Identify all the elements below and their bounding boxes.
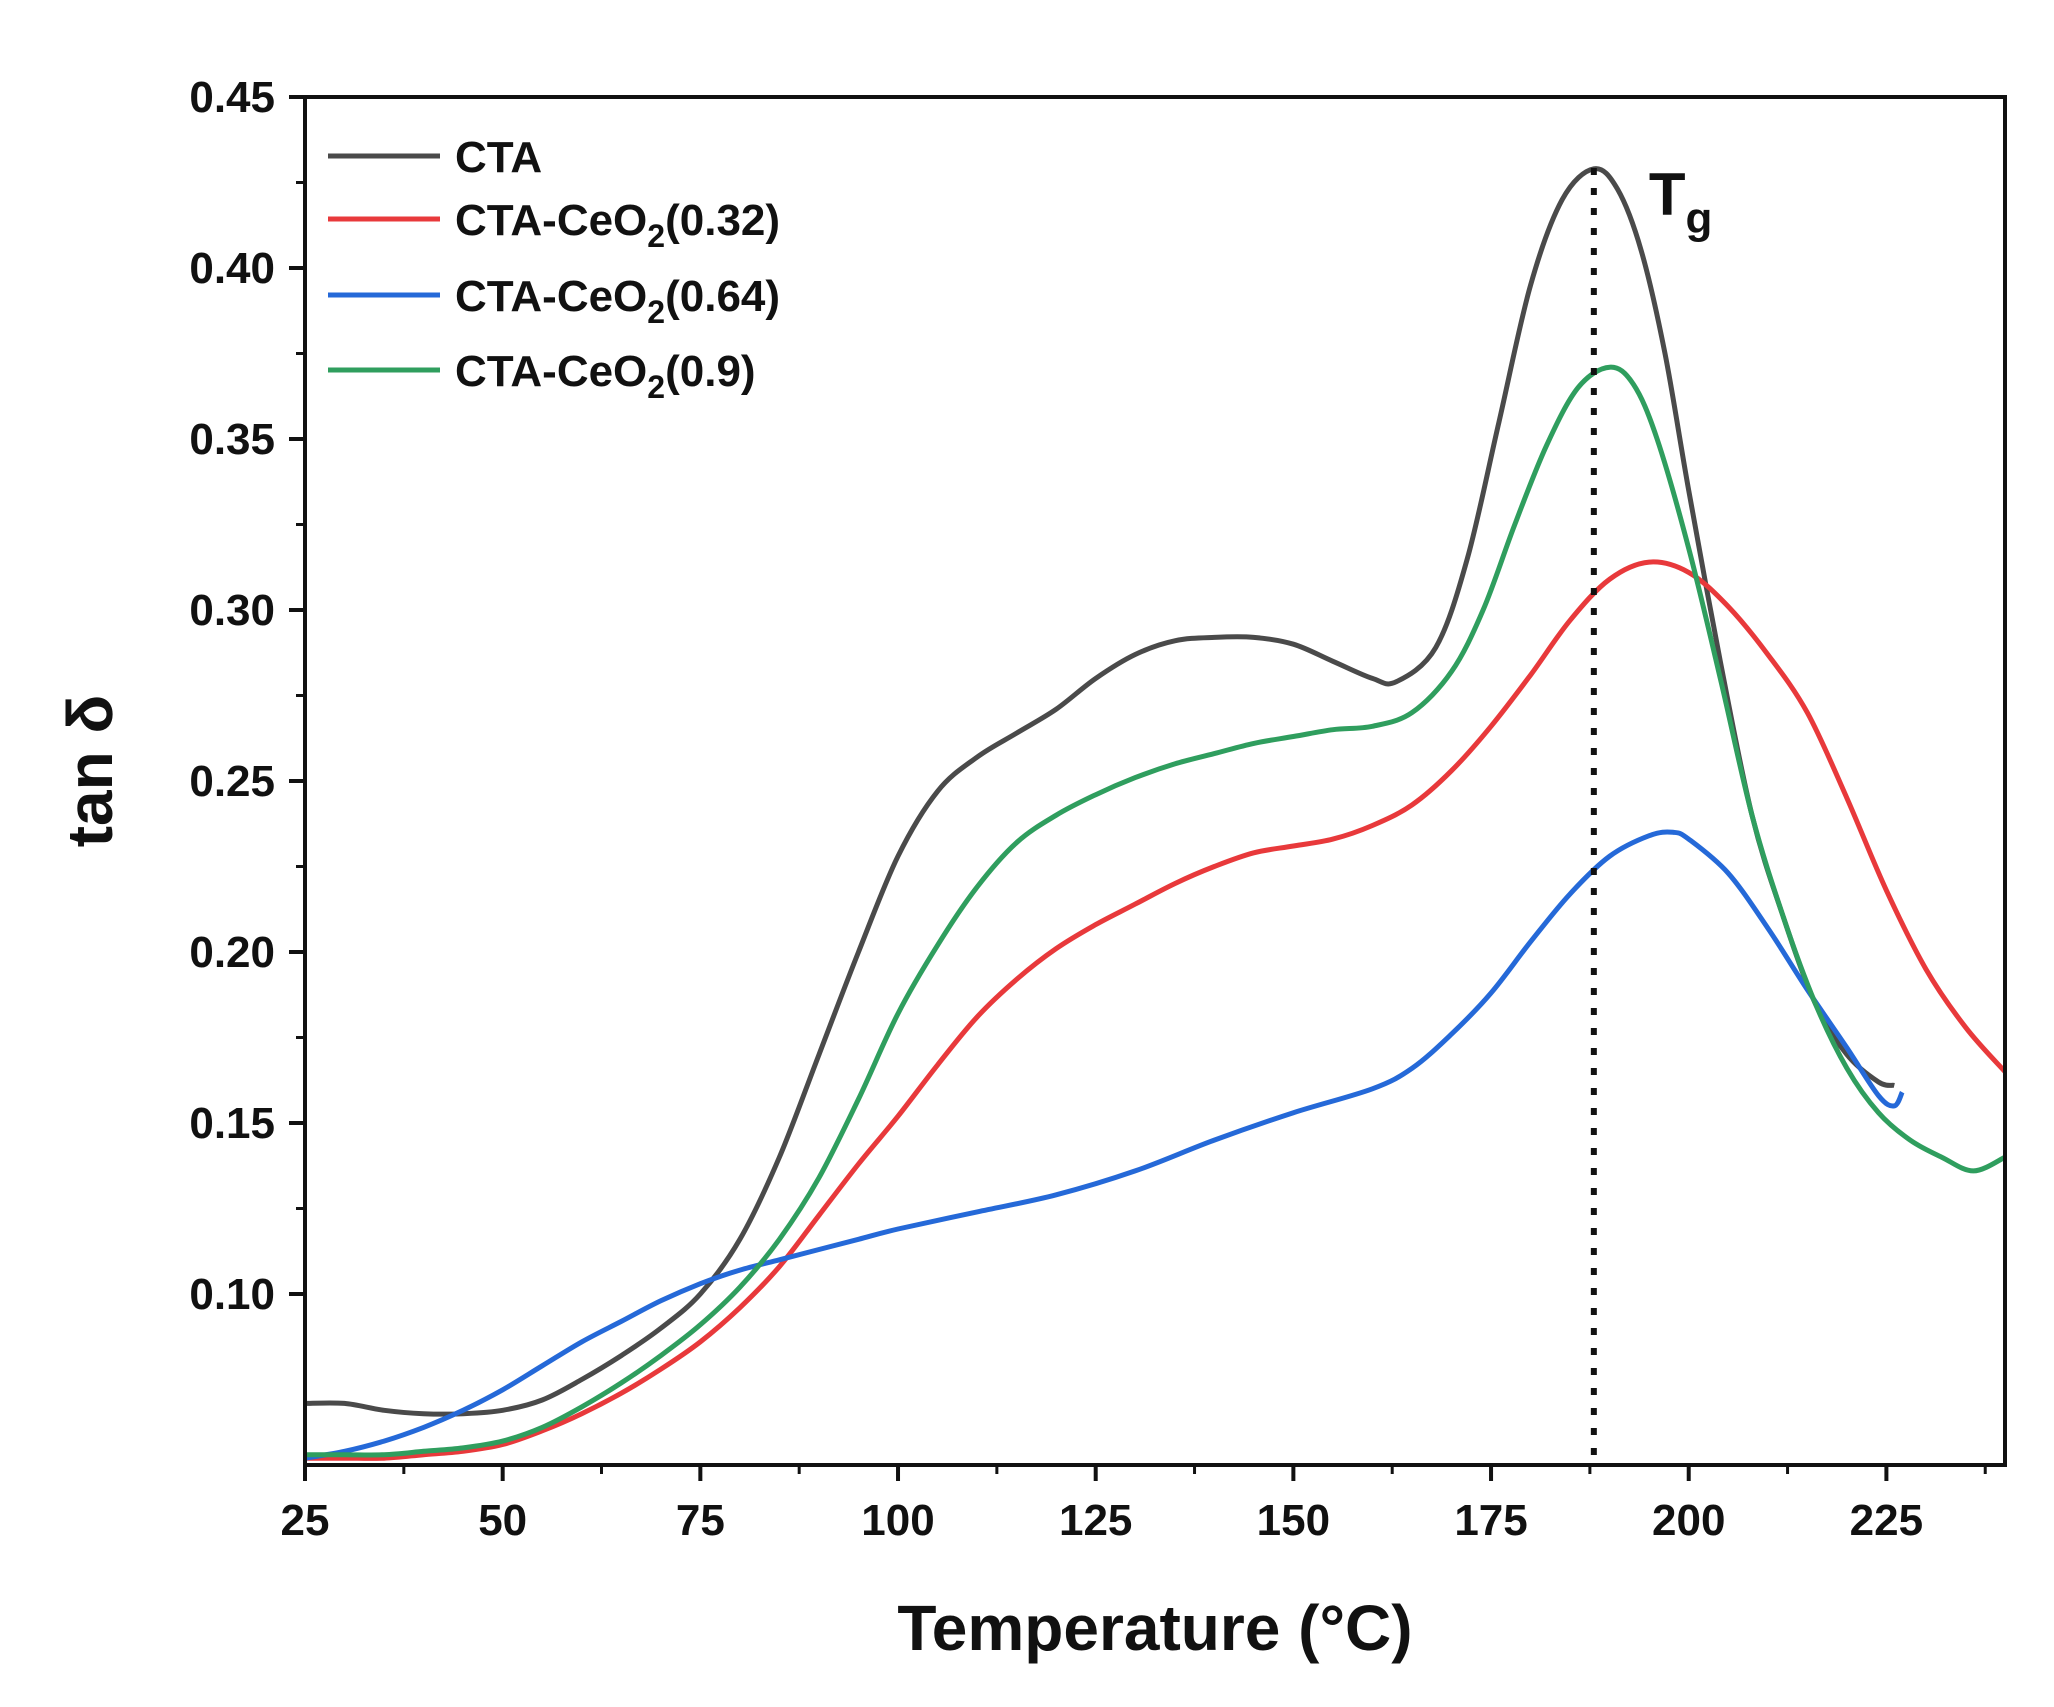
series-line-0 bbox=[305, 166, 1895, 1417]
legend-label-0: CTA bbox=[455, 133, 542, 182]
x-tick-label: 150 bbox=[1257, 1496, 1330, 1545]
x-axis: 25 50 75 100 125 150 175 200 225 bbox=[281, 1465, 1987, 1545]
y-tick-label: 0.30 bbox=[189, 586, 275, 635]
y-tick-label: 0.10 bbox=[189, 1270, 275, 1319]
legend-label-3: CTA-CeO2(0.9) bbox=[455, 347, 756, 405]
tg-annotation-sub: g bbox=[1685, 194, 1712, 243]
x-tick-label: 100 bbox=[861, 1496, 934, 1545]
legend: CTA CTA-CeO2(0.32) CTA-CeO2(0.64) CTA-CeO2(… bbox=[328, 133, 780, 405]
y-tick-label: 0.20 bbox=[189, 928, 275, 977]
y-tick-label: 0.40 bbox=[189, 244, 275, 293]
series-line-1 bbox=[305, 559, 2005, 1461]
x-axis-title: Temperature (°C) bbox=[897, 1592, 1412, 1664]
y-axis-title: tan δ bbox=[54, 695, 126, 848]
tg-annotation-main: T bbox=[1649, 161, 1686, 228]
y-tick-label: 0.15 bbox=[189, 1099, 275, 1148]
y-tick-label: 0.25 bbox=[189, 757, 275, 806]
series-layer bbox=[305, 166, 2005, 1461]
x-tick-label: 125 bbox=[1059, 1496, 1132, 1545]
x-tick-label: 225 bbox=[1850, 1496, 1923, 1545]
y-axis: 0.10 0.15 0.20 0.25 0.30 0.35 0.40 0.45 bbox=[189, 73, 305, 1319]
x-tick-label: 50 bbox=[478, 1496, 527, 1545]
x-tick-label: 175 bbox=[1454, 1496, 1527, 1545]
legend-label-2: CTA-CeO2(0.64) bbox=[455, 272, 780, 330]
x-tick-label: 75 bbox=[676, 1496, 725, 1545]
legend-label-1: CTA-CeO2(0.32) bbox=[455, 196, 780, 254]
x-tick-label: 200 bbox=[1652, 1496, 1725, 1545]
y-tick-label: 0.45 bbox=[189, 73, 275, 122]
series-line-3 bbox=[305, 364, 2005, 1458]
x-tick-label: 25 bbox=[281, 1496, 330, 1545]
tg-annotation: Tg bbox=[1649, 161, 1713, 243]
y-tick-label: 0.35 bbox=[189, 415, 275, 464]
series-line-2 bbox=[305, 829, 1905, 1461]
